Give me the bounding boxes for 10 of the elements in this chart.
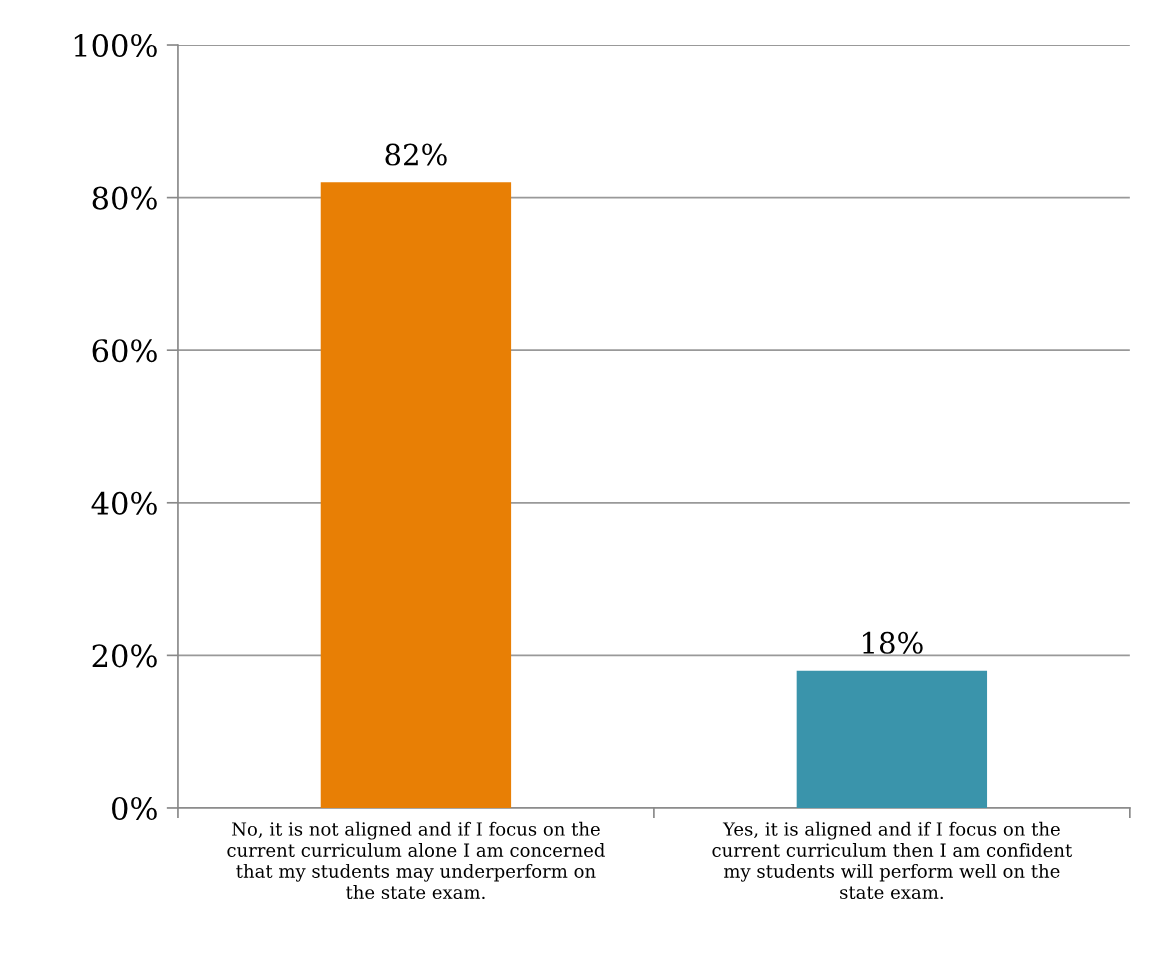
data-label: 82% <box>385 143 447 166</box>
data-label: 18% <box>863 631 923 654</box>
x-tick-label: Yes, it is aligned and if I focus on the current curriculum then I am confident my students will perform well on the state exam. <box>712 821 1073 900</box>
y-tick-label: 40% <box>91 491 157 515</box>
y-tick-label: 100% <box>74 33 157 58</box>
y-tick-label: 0% <box>112 796 157 821</box>
y-tick-label: 20% <box>92 644 157 668</box>
x-tick-label: No, it is not aligned and if I focus on the current curriculum alone I am concerned that my students may underperform on the state exam. <box>227 821 605 900</box>
y-tick-label: 80% <box>92 186 157 210</box>
y-tick-label: 60% <box>92 339 157 363</box>
